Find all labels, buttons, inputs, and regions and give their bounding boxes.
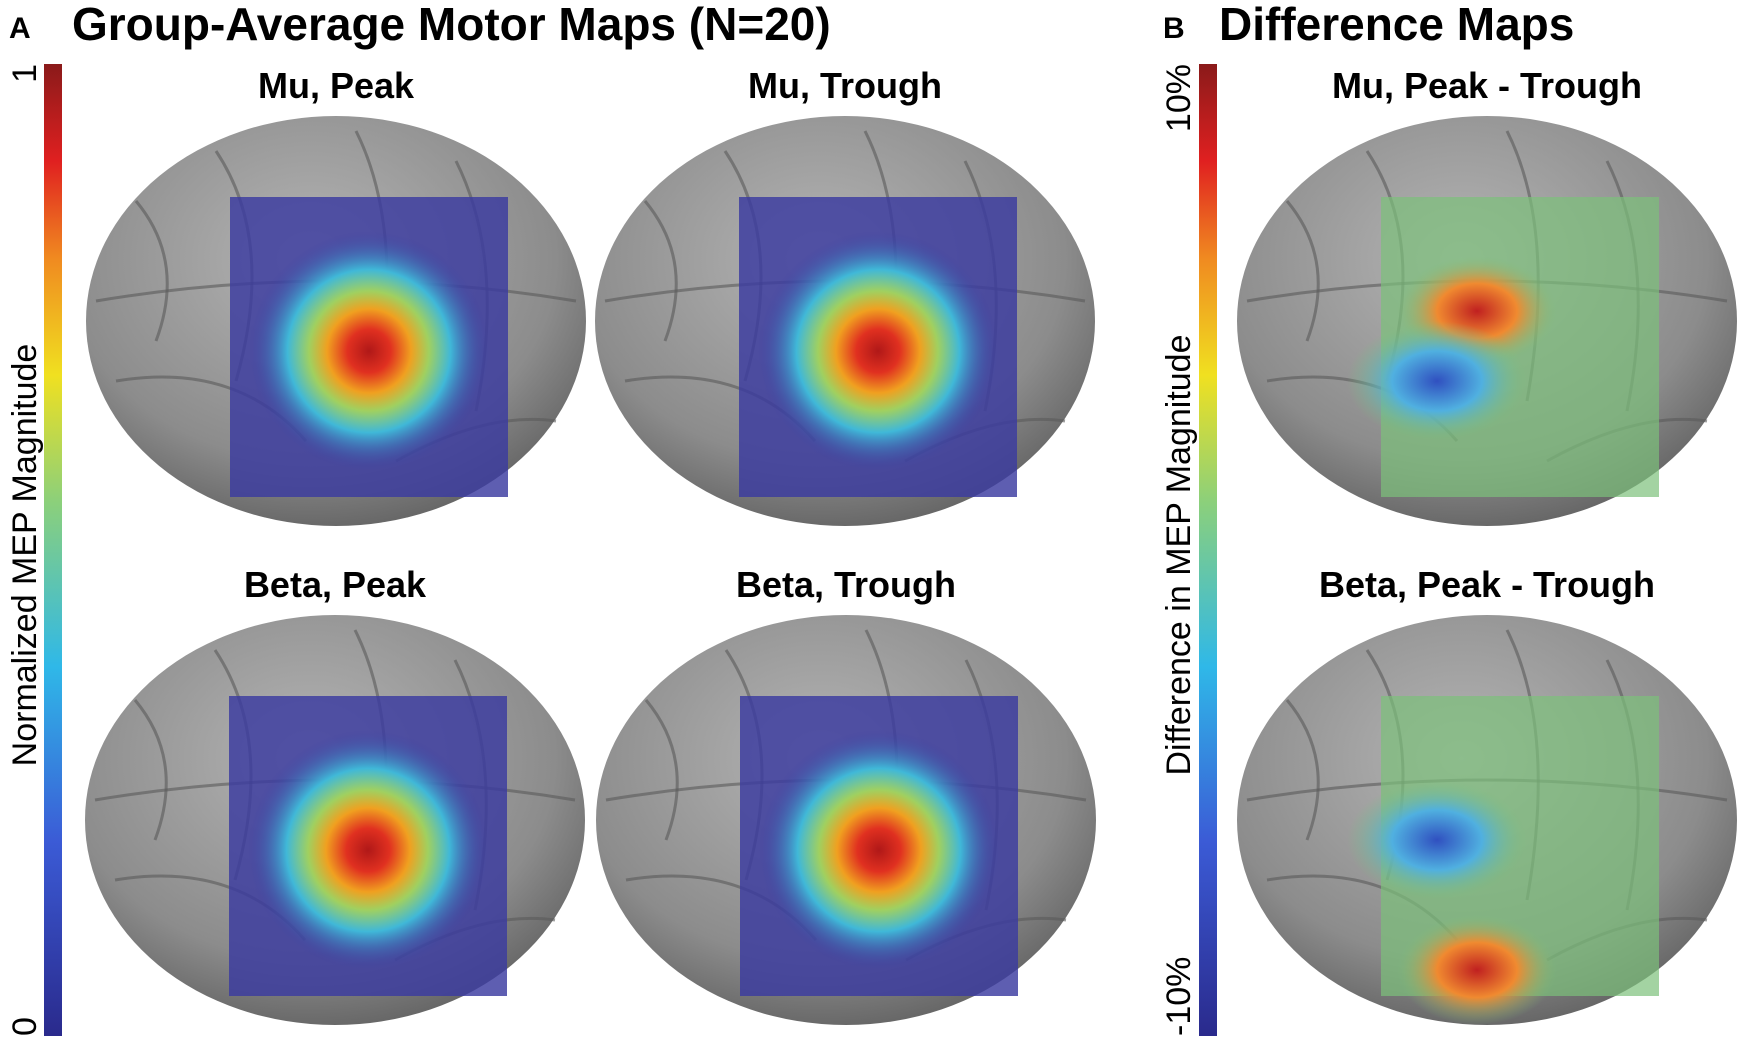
brain-map bbox=[593, 114, 1097, 528]
panel-label: B bbox=[1163, 12, 1185, 45]
colorbar-min: -10% bbox=[1160, 957, 1198, 1036]
maps: Mu, Peak Mu, Trough Beta, Peak Beta, Trough… bbox=[83, 65, 1738, 1027]
heatmap-hotspot bbox=[249, 231, 489, 471]
brain-map bbox=[594, 613, 1098, 1027]
map-title: Mu, Peak - Trough bbox=[1332, 65, 1642, 106]
colorbar-max: 1 bbox=[6, 64, 44, 83]
map-title: Beta, Peak - Trough bbox=[1319, 564, 1655, 605]
colorbar-label: Normalized MEP Magnitude bbox=[6, 344, 44, 767]
colorbar-label: Difference in MEP Magnitude bbox=[1160, 335, 1198, 776]
map-title: Mu, Peak bbox=[258, 65, 415, 106]
panel-title: Group-Average Motor Maps (N=20) bbox=[72, 0, 831, 50]
colorbar-min: 0 bbox=[6, 1017, 44, 1036]
map-title: Beta, Trough bbox=[736, 564, 956, 605]
heatmap-hot bbox=[1397, 915, 1557, 1025]
heatmap-cold bbox=[1347, 321, 1527, 441]
panel-label: A bbox=[9, 12, 31, 45]
colorbar-max: 10% bbox=[1160, 64, 1198, 132]
brain-map bbox=[83, 613, 587, 1027]
heatmap-hotspot bbox=[248, 730, 488, 970]
map-title: Mu, Trough bbox=[748, 65, 942, 106]
heatmap-hotspot bbox=[759, 730, 999, 970]
heatmap-hotspot bbox=[758, 231, 998, 471]
brain-map bbox=[84, 114, 588, 528]
map-title: Beta, Peak bbox=[244, 564, 427, 605]
brain-map bbox=[1235, 613, 1738, 1027]
heatmap-cold bbox=[1347, 780, 1527, 900]
colorbar bbox=[1199, 64, 1217, 1036]
panel-title: Difference Maps bbox=[1219, 0, 1574, 50]
colorbar bbox=[44, 64, 62, 1036]
brain-map bbox=[1235, 114, 1738, 528]
